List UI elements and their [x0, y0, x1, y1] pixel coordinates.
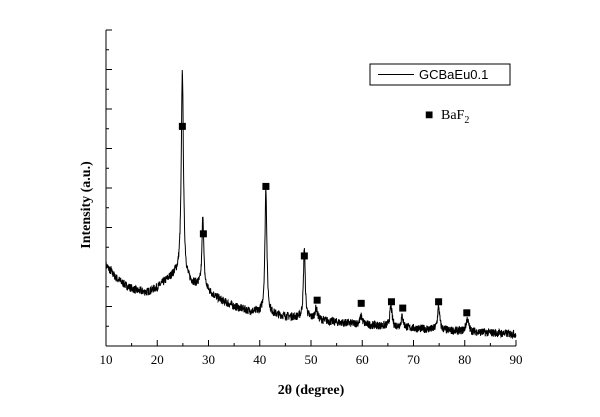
legend: GCBaEu0.1: [369, 63, 511, 86]
x-axis-label: 2θ (degree): [278, 383, 345, 398]
baf2-peak-marker: [435, 298, 443, 306]
x-tick-labels: 10 20 30 40 50 60 70 80 90: [100, 352, 523, 367]
baf2-peak-marker: [178, 122, 186, 130]
x-tick-label: 20: [151, 352, 164, 367]
x-tick-label: 60: [356, 352, 369, 367]
phase-legend-subscript: 2: [464, 115, 469, 126]
x-tick-label: 90: [510, 352, 523, 367]
phase-legend-name: BaF: [441, 108, 465, 123]
x-tick-label: 80: [458, 352, 471, 367]
baf2-peak-marker: [399, 304, 407, 312]
legend-box: [369, 63, 511, 86]
baf2-peak-marker: [262, 182, 270, 190]
legend-series-label: GCBaEu0.1: [419, 67, 488, 82]
phase-legend-symbol: ■: [425, 108, 433, 123]
baf2-peak-marker: [463, 309, 471, 317]
x-tick-label: 40: [253, 352, 266, 367]
baf2-peak-marker: [199, 230, 207, 238]
baf2-peak-marker: [357, 299, 365, 307]
baf2-peak-marker: [387, 298, 395, 306]
baf2-peak-marker: [300, 252, 308, 260]
x-tick-label: 30: [202, 352, 215, 367]
x-tick-label: 10: [100, 352, 113, 367]
x-tick-label: 70: [407, 352, 420, 367]
x-tick-label: 50: [305, 352, 318, 367]
phase-legend: ■ BaF2: [425, 108, 469, 126]
phase-markers: [178, 122, 471, 317]
axis-ticks: [105, 29, 517, 347]
baf2-peak-marker: [313, 296, 321, 304]
y-axis-label: Intensity (a.u.): [79, 161, 94, 249]
series-line-gcbaeu: [105, 69, 517, 340]
phase-legend-label: BaF2: [441, 108, 469, 126]
